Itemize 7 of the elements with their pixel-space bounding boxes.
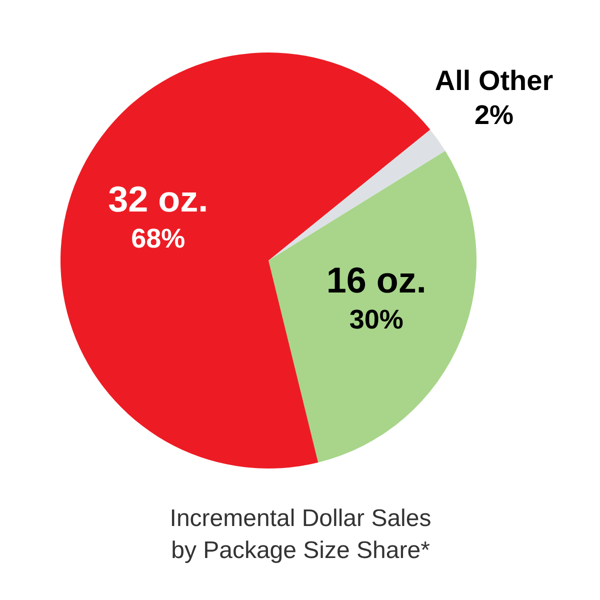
slice-label: All Other [434, 65, 554, 96]
slice-label: 16 oz. [326, 260, 426, 301]
data-label: 2% [474, 100, 514, 130]
data-label: 68% [131, 223, 186, 254]
text: Incremental Dollar Sales by Package Size Share* [170, 505, 432, 564]
slice-label: 32 oz. [108, 178, 208, 220]
data-label: 30% [349, 304, 404, 335]
